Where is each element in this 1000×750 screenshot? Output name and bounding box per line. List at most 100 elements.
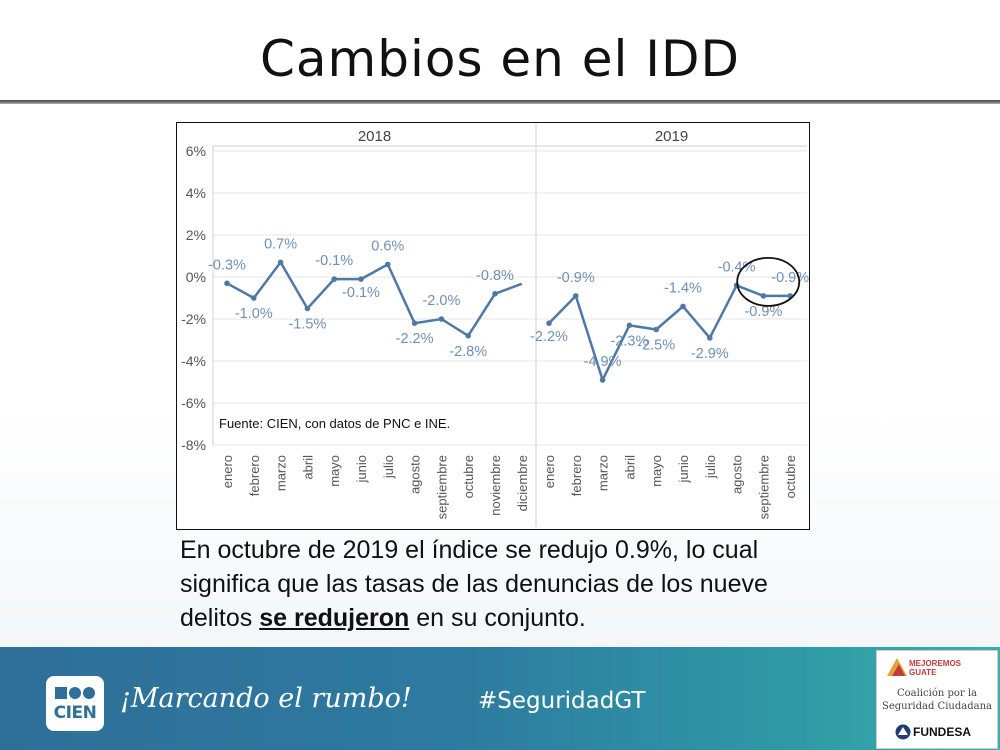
data-point bbox=[411, 320, 418, 326]
data-label: -0.3% bbox=[208, 257, 246, 273]
data-label: -0.9% bbox=[771, 270, 809, 286]
data-label: -2.3% bbox=[610, 333, 648, 349]
data-point bbox=[707, 335, 713, 341]
x-tick-label: enero bbox=[542, 455, 557, 488]
highlight-circle bbox=[736, 256, 801, 307]
data-label: -1.0% bbox=[235, 306, 273, 322]
data-point bbox=[304, 305, 311, 312]
data-label: -0.4% bbox=[718, 259, 756, 275]
cien-logo-mark bbox=[55, 687, 95, 699]
data-point bbox=[492, 291, 498, 297]
data-label: -2.2% bbox=[396, 331, 434, 347]
x-tick-label: octubre bbox=[783, 455, 798, 498]
data-point bbox=[224, 280, 230, 287]
x-tick-label: febrero bbox=[569, 455, 584, 496]
y-tick-label: -6% bbox=[181, 395, 206, 411]
data-label: -0.1% bbox=[315, 253, 353, 269]
caption-text-end: en su conjunto. bbox=[409, 604, 586, 632]
x-tick-label: julio bbox=[381, 455, 396, 479]
x-tick-label: octubre bbox=[461, 455, 476, 498]
data-label: 0.6% bbox=[371, 238, 404, 254]
source-note: Fuente: CIEN, con datos de PNC e INE. bbox=[219, 416, 450, 431]
x-tick-label: marzo bbox=[274, 455, 289, 491]
data-label: -0.1% bbox=[342, 285, 380, 301]
tagline: ¡Marcando el rumbo! bbox=[120, 683, 412, 714]
caption-emphasis: se redujeron bbox=[259, 604, 410, 632]
data-label: -4.9% bbox=[584, 354, 622, 370]
footer-banner: CIEN ¡Marcando el rumbo! #SeguridadGT ME… bbox=[0, 647, 1000, 750]
cien-logo: CIEN bbox=[46, 676, 104, 731]
data-point bbox=[331, 276, 337, 282]
data-point bbox=[277, 259, 284, 266]
x-tick-label: junio bbox=[676, 455, 691, 483]
data-point bbox=[438, 316, 445, 322]
fundesa-icon bbox=[895, 724, 911, 740]
hashtag: #SeguridadGT bbox=[478, 688, 646, 714]
series-line-2019 bbox=[548, 283, 791, 384]
y-tick-label: -8% bbox=[181, 437, 206, 453]
mejoremos-line-1: MEJOREMOS bbox=[909, 659, 962, 668]
x-tick-label: agosto bbox=[408, 455, 423, 494]
fundesa-logo-text: FUNDESA bbox=[913, 725, 972, 739]
x-tick-label: abril bbox=[300, 455, 315, 480]
caption: En octubre de 2019 el índice se redujo 0… bbox=[180, 533, 840, 635]
slide-title: Cambios en el IDD bbox=[259, 30, 741, 88]
panel-title-2018: 2018 bbox=[358, 128, 391, 145]
data-point bbox=[653, 326, 659, 333]
data-point bbox=[546, 320, 552, 326]
x-tick-label: febrero bbox=[247, 455, 262, 496]
data-point bbox=[251, 295, 257, 301]
data-label: -1.4% bbox=[664, 280, 702, 296]
y-tick-label: 0% bbox=[186, 269, 206, 285]
y-tick-label: -2% bbox=[181, 311, 206, 327]
cien-logo-text: CIEN bbox=[53, 703, 97, 723]
data-point bbox=[358, 276, 364, 282]
data-point bbox=[760, 293, 767, 299]
title-divider bbox=[0, 100, 1000, 104]
caption-text-start: En octubre de 2019 el índice se redujo 0… bbox=[180, 536, 768, 632]
series-line-2018 bbox=[226, 260, 523, 338]
x-tick-label: julio bbox=[703, 455, 718, 479]
data-point bbox=[680, 303, 686, 310]
idd-chart: 6% 4% 2% 0% -2% -4% -6% -8% 2018 enero febrero marz… bbox=[176, 122, 810, 530]
panel-title-2019: 2019 bbox=[655, 128, 688, 145]
x-tick-label: marzo bbox=[596, 455, 611, 491]
x-tick-label: junio bbox=[354, 455, 369, 483]
data-point bbox=[465, 333, 472, 339]
data-label: -0.8% bbox=[476, 268, 514, 284]
y-tick-label: 6% bbox=[186, 143, 206, 159]
data-label: -2.5% bbox=[637, 338, 675, 354]
coalicion-line-2: Seguridad Ciudadana bbox=[882, 701, 992, 712]
x-tick-label: septiembre bbox=[756, 455, 771, 519]
mejoremos-guate-logo: MEJOREMOS GUATE bbox=[909, 659, 961, 677]
y-tick-label: 2% bbox=[186, 227, 206, 243]
data-point bbox=[385, 261, 391, 268]
data-point bbox=[599, 377, 606, 383]
data-label: -1.5% bbox=[288, 317, 326, 333]
coalicion-text: Coalición por la Seguridad Ciudadana bbox=[877, 687, 997, 713]
x-tick-label: mayo bbox=[649, 455, 664, 487]
x-tick-label: noviembre bbox=[488, 455, 503, 516]
data-label: -2.2% bbox=[530, 329, 568, 345]
mejoremos-line-2: GUATE bbox=[909, 668, 937, 677]
y-tick-label: -4% bbox=[181, 353, 206, 369]
data-label: -0.9% bbox=[557, 270, 595, 286]
x-tick-label: agosto bbox=[730, 455, 745, 494]
x-tick-label: abril bbox=[622, 455, 637, 480]
data-point bbox=[573, 293, 579, 299]
x-tick-label: diciembre bbox=[515, 455, 530, 511]
coalicion-line-1: Coalición por la bbox=[896, 688, 977, 699]
data-label: -2.0% bbox=[422, 293, 460, 309]
data-label: -2.9% bbox=[691, 346, 729, 362]
x-tick-label: septiembre bbox=[434, 455, 449, 519]
y-tick-label: 4% bbox=[186, 185, 206, 201]
x-tick-label: mayo bbox=[327, 455, 342, 487]
mejoremos-guate-icon bbox=[887, 658, 907, 676]
data-label: -2.8% bbox=[449, 344, 487, 360]
chart-canvas: 6% 4% 2% 0% -2% -4% -6% -8% 2018 enero febrero marz… bbox=[181, 123, 809, 527]
x-tick-label: enero bbox=[220, 455, 235, 488]
partner-logos: MEJOREMOS GUATE Coalición por la Segurid… bbox=[876, 650, 998, 749]
data-label: -0.9% bbox=[744, 304, 782, 320]
data-label: 0.7% bbox=[264, 236, 297, 252]
data-point bbox=[626, 322, 633, 329]
